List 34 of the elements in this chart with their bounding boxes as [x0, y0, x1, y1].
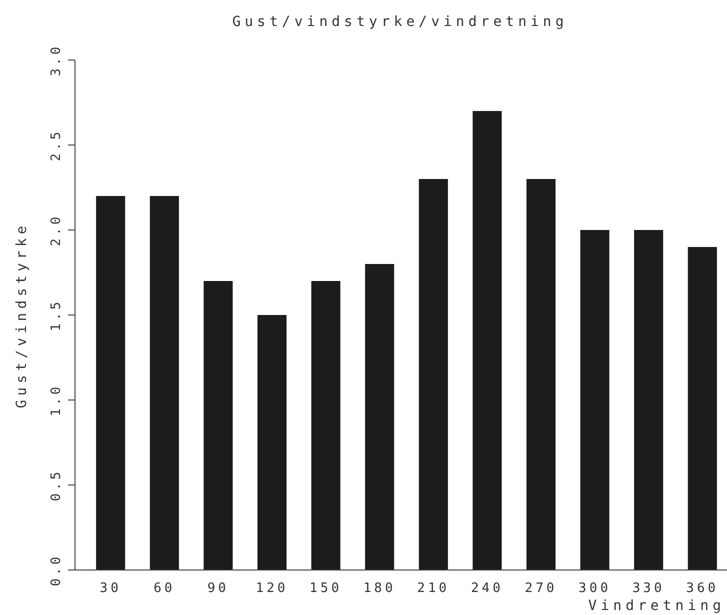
bar [580, 230, 610, 570]
y-tick-label: 1.5 [49, 298, 64, 332]
bar [526, 179, 556, 570]
bar [688, 247, 717, 570]
y-tick-label: 1.0 [49, 384, 64, 416]
x-tick-label: 270 [524, 581, 558, 596]
bar [204, 281, 233, 570]
x-tick-label: 120 [256, 581, 288, 596]
bar [418, 179, 448, 570]
y-axis-title: Gust/vindstyrke [14, 222, 30, 408]
x-tick-label: 330 [632, 581, 665, 596]
x-tick-label: 240 [470, 581, 504, 596]
chart-title: Gust/vindstyrke/vindretning [232, 14, 568, 30]
bar [150, 196, 179, 570]
x-axis-title: Vindretning [588, 598, 725, 614]
x-tick-label: 60 [154, 581, 176, 596]
x-tick-label: 360 [686, 581, 719, 596]
bar [96, 196, 126, 570]
x-tick-label: 30 [100, 581, 122, 596]
y-tick-label: 0.0 [49, 554, 64, 586]
bar [472, 111, 502, 570]
x-tick-label: 180 [363, 581, 396, 596]
x-tick-label: 150 [310, 581, 342, 596]
bar [634, 230, 664, 570]
bar [257, 315, 287, 570]
y-tick-label: 3.0 [49, 44, 64, 76]
x-tick-label: 90 [207, 581, 230, 596]
y-tick-label: 2.5 [49, 128, 64, 162]
bar [311, 281, 340, 570]
y-tick-label: 2.0 [49, 214, 64, 246]
y-tick-label: 0.5 [49, 468, 64, 502]
x-tick-label: 210 [417, 581, 450, 596]
bar [365, 264, 394, 570]
x-tick-label: 300 [578, 581, 612, 596]
